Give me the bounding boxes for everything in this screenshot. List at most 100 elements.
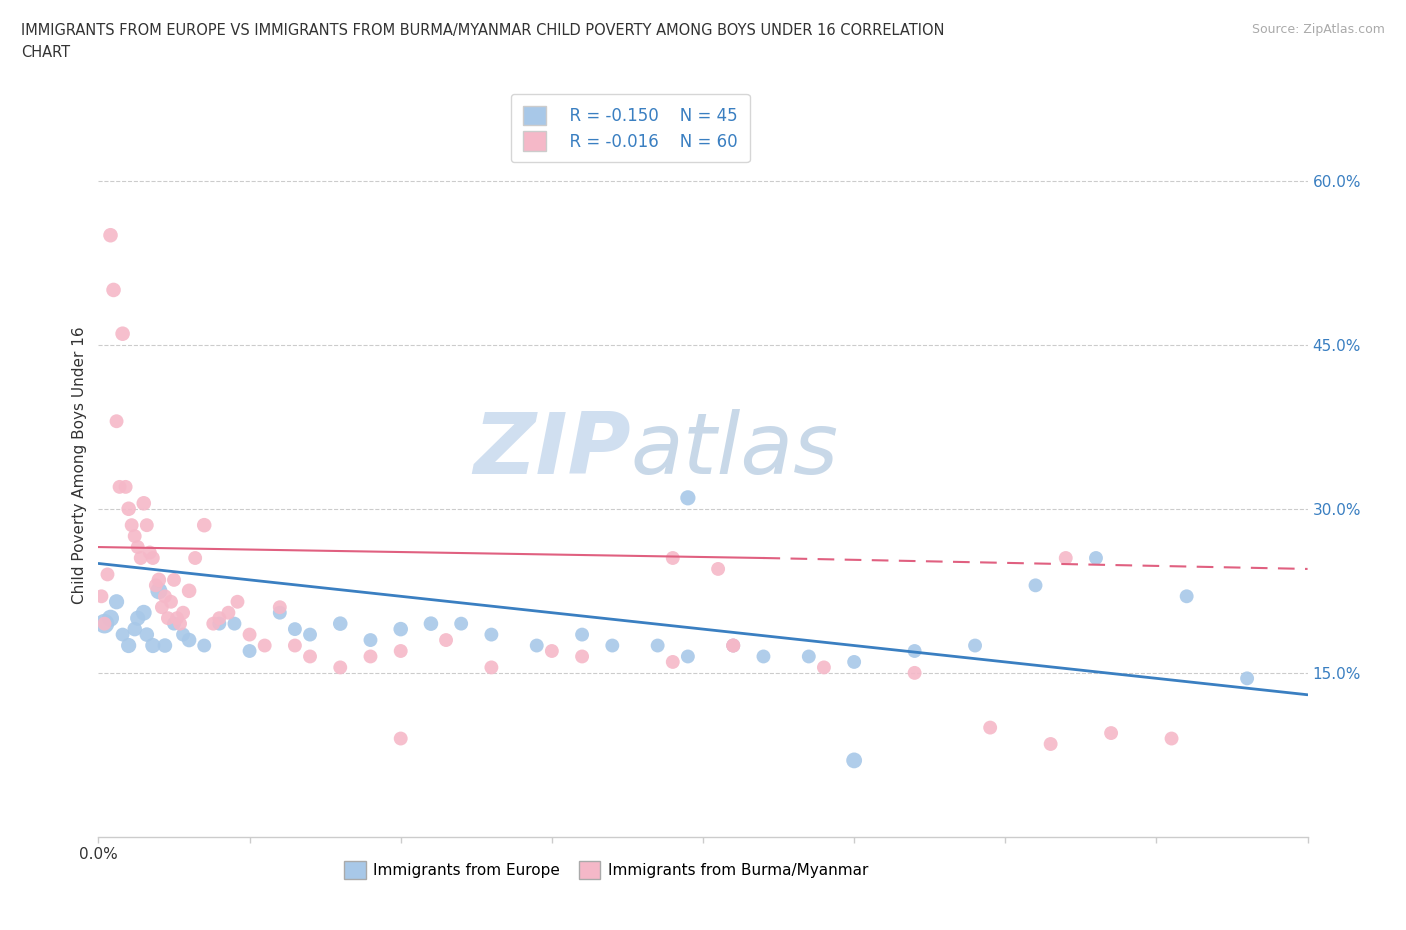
Text: IMMIGRANTS FROM EUROPE VS IMMIGRANTS FROM BURMA/MYANMAR CHILD POVERTY AMONG BOYS: IMMIGRANTS FROM EUROPE VS IMMIGRANTS FRO… xyxy=(21,23,945,38)
Point xyxy=(299,627,322,642)
Point xyxy=(153,638,176,653)
Point xyxy=(124,528,146,543)
Point xyxy=(676,649,699,664)
Point xyxy=(676,490,699,505)
Point xyxy=(179,583,201,598)
Point xyxy=(329,660,352,675)
Point xyxy=(139,545,162,560)
Point xyxy=(108,480,131,495)
Point xyxy=(540,644,562,658)
Point xyxy=(150,600,173,615)
Point xyxy=(93,617,115,631)
Point xyxy=(179,632,201,647)
Point xyxy=(904,666,927,681)
Point xyxy=(160,594,183,609)
Point xyxy=(239,627,262,642)
Point xyxy=(148,583,170,598)
Point xyxy=(1160,731,1182,746)
Text: CHART: CHART xyxy=(21,45,70,60)
Point xyxy=(142,551,165,565)
Point xyxy=(129,551,152,565)
Point xyxy=(105,414,128,429)
Point xyxy=(145,578,167,592)
Point xyxy=(105,594,128,609)
Point xyxy=(148,573,170,588)
Point xyxy=(723,638,745,653)
Point xyxy=(100,228,122,243)
Point xyxy=(434,632,457,647)
Point xyxy=(93,617,115,631)
Point xyxy=(389,731,412,746)
Point xyxy=(132,496,155,511)
Point xyxy=(96,567,118,582)
Point xyxy=(163,573,186,588)
Point xyxy=(103,283,125,298)
Point xyxy=(135,627,157,642)
Point xyxy=(124,621,146,636)
Point xyxy=(111,627,134,642)
Point xyxy=(217,605,239,620)
Point xyxy=(226,594,249,609)
Point xyxy=(114,480,136,495)
Text: Source: ZipAtlas.com: Source: ZipAtlas.com xyxy=(1251,23,1385,36)
Text: atlas: atlas xyxy=(630,408,838,492)
Point xyxy=(979,720,1001,735)
Point xyxy=(284,638,307,653)
Point xyxy=(707,562,730,577)
Point xyxy=(797,649,820,664)
Point xyxy=(1085,551,1108,565)
Point xyxy=(193,518,215,533)
Point xyxy=(269,605,291,620)
Point xyxy=(1054,551,1077,565)
Point xyxy=(184,551,207,565)
Point xyxy=(965,638,987,653)
Point xyxy=(904,644,927,658)
Point xyxy=(299,649,322,664)
Point xyxy=(121,518,143,533)
Point xyxy=(571,649,593,664)
Point xyxy=(813,660,835,675)
Point xyxy=(526,638,548,653)
Point xyxy=(163,617,186,631)
Point xyxy=(100,611,122,626)
Point xyxy=(360,649,382,664)
Point xyxy=(142,638,165,653)
Point xyxy=(132,605,155,620)
Point xyxy=(752,649,775,664)
Point xyxy=(269,600,291,615)
Point xyxy=(647,638,669,653)
Point xyxy=(118,501,141,516)
Point xyxy=(127,611,149,626)
Point xyxy=(111,326,134,341)
Point xyxy=(118,638,141,653)
Point xyxy=(723,638,745,653)
Point xyxy=(661,551,683,565)
Point xyxy=(602,638,624,653)
Point xyxy=(208,617,231,631)
Point xyxy=(166,611,188,626)
Point xyxy=(1039,737,1062,751)
Point xyxy=(723,638,745,653)
Point xyxy=(224,617,246,631)
Point xyxy=(1099,725,1122,740)
Point xyxy=(153,589,176,604)
Point xyxy=(360,632,382,647)
Point xyxy=(135,518,157,533)
Point xyxy=(239,644,262,658)
Point xyxy=(844,753,866,768)
Point xyxy=(661,655,683,670)
Point xyxy=(172,605,194,620)
Point xyxy=(90,589,112,604)
Point xyxy=(571,627,593,642)
Legend: Immigrants from Europe, Immigrants from Burma/Myanmar: Immigrants from Europe, Immigrants from … xyxy=(339,856,875,885)
Point xyxy=(127,539,149,554)
Point xyxy=(208,611,231,626)
Point xyxy=(450,617,472,631)
Point xyxy=(169,617,191,631)
Point xyxy=(389,644,412,658)
Point xyxy=(420,617,443,631)
Point xyxy=(284,621,307,636)
Point xyxy=(844,655,866,670)
Point xyxy=(202,617,225,631)
Point xyxy=(193,638,215,653)
